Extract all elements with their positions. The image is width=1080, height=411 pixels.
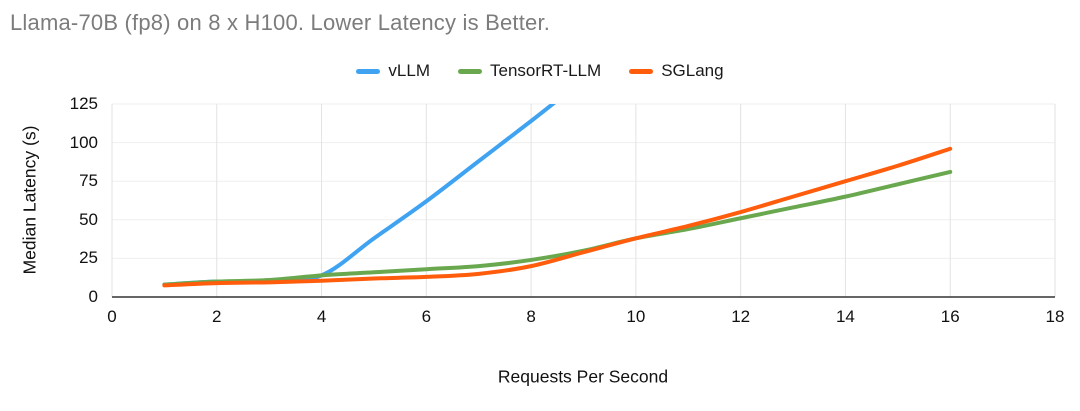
x-tick-label: 8 — [526, 307, 536, 326]
chart-legend: vLLM TensorRT-LLM SGLang — [0, 61, 1080, 81]
legend-label: vLLM — [388, 61, 430, 80]
legend-label: TensorRT-LLM — [490, 61, 602, 80]
x-tick-label: 4 — [316, 307, 327, 326]
y-tick-label: 125 — [69, 94, 98, 113]
series-line-tensorrt-llm — [162, 169, 953, 287]
y-tick-label: 25 — [79, 248, 98, 268]
y-tick-label: 0 — [88, 287, 98, 306]
legend-swatch-tensorrt-llm — [458, 68, 482, 74]
y-tick-label: 100 — [69, 132, 98, 152]
legend-item-vllm: vLLM — [356, 61, 430, 81]
x-tick-label: 16 — [940, 307, 960, 326]
x-tick-label: 2 — [212, 307, 222, 326]
legend-swatch-vllm — [356, 68, 381, 74]
legend-item-sglang: SGLang — [629, 61, 724, 81]
x-axis-title: Requests Per Second — [497, 366, 669, 387]
y-tick-label: 50 — [79, 209, 98, 229]
x-tick-label: 18 — [1045, 307, 1065, 326]
x-tick-label: 0 — [107, 307, 117, 326]
legend-swatch-sglang — [629, 68, 654, 74]
x-tick-label: 12 — [731, 307, 751, 326]
legend-label: SGLang — [661, 61, 724, 80]
x-tick-label: 10 — [626, 307, 646, 326]
x-tick-label: 6 — [421, 307, 432, 326]
legend-item-tensorrt-llm: TensorRT-LLM — [458, 61, 601, 81]
series-line-sglang — [162, 146, 953, 288]
series-line-vllm — [162, 104, 557, 287]
x-tick-label: 14 — [835, 307, 855, 326]
y-tick-label: 75 — [79, 171, 98, 191]
chart-title: Llama-70B (fp8) on 8 x H100. Lower Laten… — [10, 10, 551, 35]
